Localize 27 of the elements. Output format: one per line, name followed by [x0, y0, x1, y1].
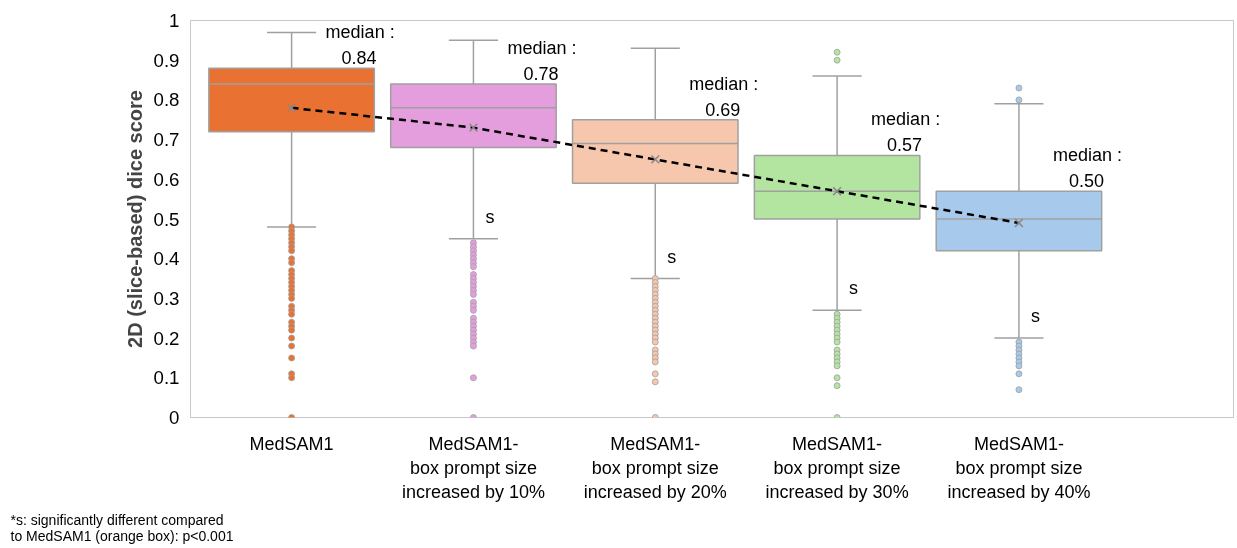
annotation: s — [485, 206, 495, 227]
y-tick-label: 0.7 — [153, 129, 180, 151]
annotation: median : 0.78 — [507, 38, 577, 85]
y-tick-label: 0.2 — [153, 327, 180, 349]
y-tick-label: 0 — [169, 407, 180, 428]
annotation: median : 0.69 — [689, 73, 759, 120]
x-tick-label: MedSAM1- box prompt size increased by 10% — [401, 433, 545, 502]
y-tick-label: 0.8 — [153, 89, 180, 111]
y-tick-label: 0.4 — [153, 248, 180, 270]
y-tick-label: 0.6 — [153, 168, 180, 190]
y-tick-label: 1 — [169, 10, 180, 31]
text: *s: significantly different compared to MedSAM1 (orange box): p<0.001 — [10, 511, 234, 544]
annotation: s — [667, 246, 677, 267]
annotation: s — [1030, 306, 1040, 327]
annotation: median : 0.57 — [871, 109, 941, 156]
x-tick-label: MedSAM1- box prompt size increased by 40% — [947, 433, 1091, 502]
annotation: s — [849, 278, 859, 299]
x-tick-label: MedSAM1 — [249, 433, 334, 454]
y-tick-label: 0.5 — [153, 208, 180, 230]
y-tick-label: 0.3 — [153, 287, 180, 309]
y-axis-title: 2D (slice-based) dice score — [123, 90, 146, 348]
annotation: median : 0.50 — [1052, 145, 1122, 192]
x-tick-label: MedSAM1- box prompt size increased by 20% — [583, 433, 727, 502]
y-tick-label: 0.9 — [153, 49, 180, 71]
y-tick-label: 0.1 — [153, 367, 180, 389]
annotation: median : 0.84 — [325, 22, 395, 69]
x-tick-label: MedSAM1- box prompt size increased by 30% — [765, 433, 909, 502]
